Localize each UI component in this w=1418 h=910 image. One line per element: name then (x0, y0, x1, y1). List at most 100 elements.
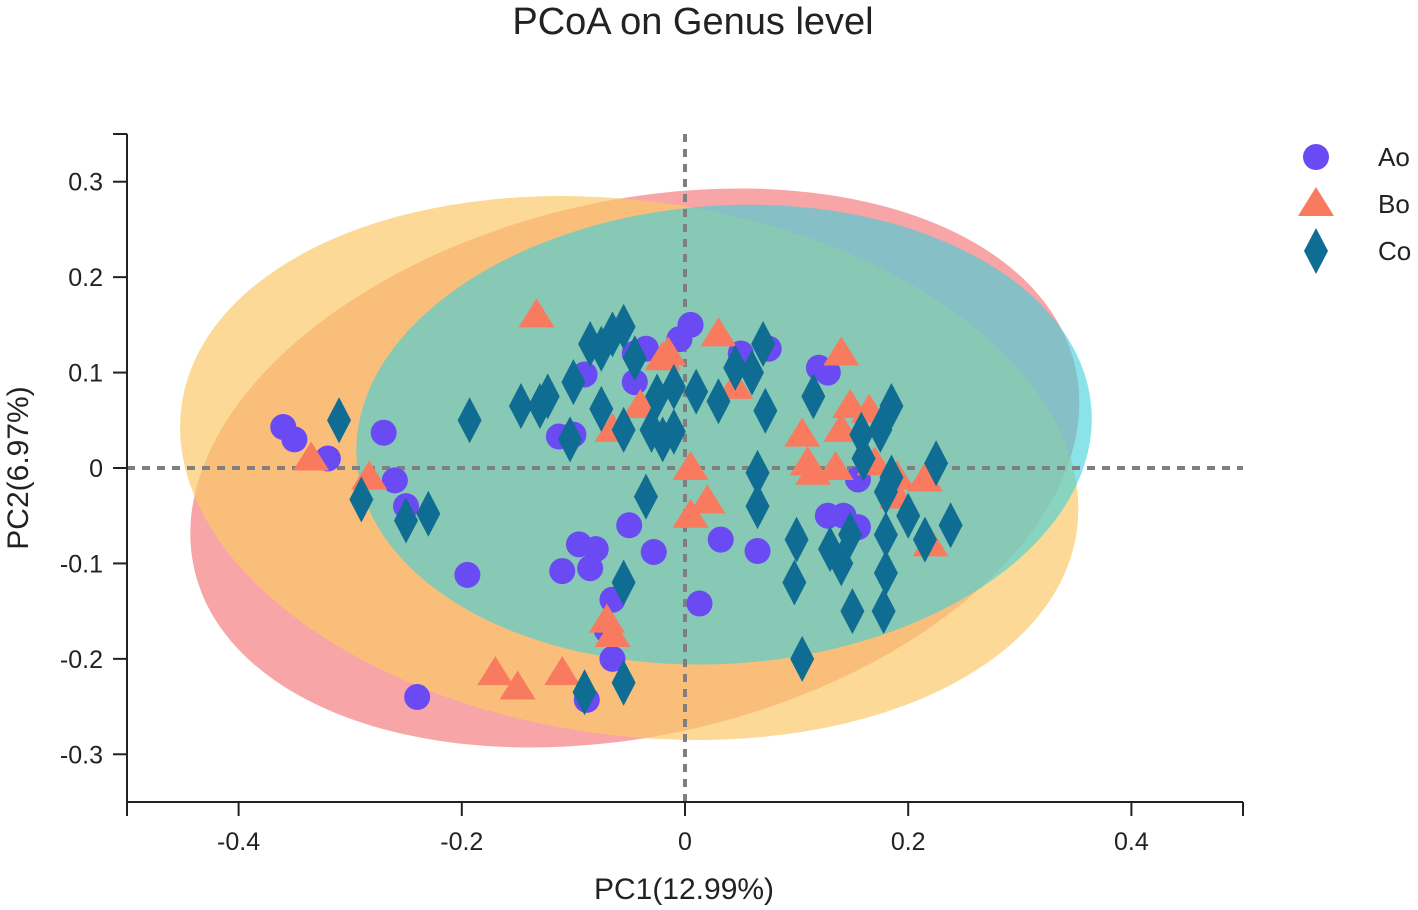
point-ao (454, 561, 481, 588)
x-axis-label: PC1(12.99%) (594, 873, 774, 906)
point-co (840, 588, 865, 635)
legend-item-bo: Bo (1298, 187, 1410, 219)
data-points (270, 298, 963, 716)
legend-marker-bo (1298, 187, 1334, 216)
series-ao (270, 311, 871, 713)
point-co (739, 349, 764, 396)
point-ao (549, 558, 576, 585)
point-bo (672, 451, 709, 480)
point-co (851, 435, 876, 482)
point-bo (823, 336, 860, 366)
point-bo (293, 441, 330, 471)
point-co (723, 344, 748, 391)
point-co (790, 635, 815, 682)
point-co (611, 659, 636, 706)
point-co (782, 559, 807, 606)
y-tick-label: -0.2 (60, 646, 103, 674)
point-ao (640, 538, 667, 565)
point-co (879, 382, 904, 429)
point-co (611, 406, 636, 453)
y-axis-label: PC2(6.97%) (2, 386, 35, 549)
point-co (416, 490, 441, 537)
point-ao (707, 526, 734, 553)
point-co (784, 516, 809, 563)
point-co (924, 440, 949, 487)
point-bo (622, 388, 659, 418)
point-bo (689, 484, 726, 514)
point-ao (616, 512, 643, 539)
point-co (879, 454, 904, 501)
legend-item-co: Co (1304, 228, 1411, 274)
point-co (349, 476, 374, 523)
legend-item-ao: Ao (1303, 142, 1410, 172)
y-tick-label: -0.1 (60, 550, 103, 578)
point-co (611, 303, 636, 350)
point-bo (499, 670, 536, 700)
y-tick-label: -0.3 (60, 741, 103, 769)
point-co (912, 516, 937, 563)
point-ao (381, 467, 408, 494)
point-co (896, 492, 921, 539)
point-co (751, 320, 776, 367)
point-co (938, 502, 963, 549)
y-tick-label: 0 (89, 455, 103, 483)
point-ao (599, 645, 626, 672)
x-tick-label: 0.4 (1114, 828, 1149, 856)
point-ao (621, 369, 648, 396)
y-tick-label: 0.3 (68, 169, 103, 197)
point-co (801, 373, 826, 420)
x-tick-label: -0.4 (217, 828, 260, 856)
point-ao (686, 590, 713, 617)
point-co (561, 359, 586, 406)
point-co (661, 363, 686, 410)
point-co (753, 387, 778, 434)
point-bo (477, 656, 514, 686)
point-bo (518, 298, 555, 328)
point-ao (404, 684, 431, 711)
legend-label-ao: Ao (1378, 142, 1410, 172)
point-co (457, 397, 482, 444)
point-bo (784, 417, 821, 447)
point-bo (594, 618, 631, 647)
point-ao (582, 536, 609, 563)
x-tick-label: -0.2 (440, 828, 483, 856)
y-tick-label: 0.2 (68, 264, 103, 292)
point-co (633, 473, 658, 520)
point-ao (814, 359, 841, 386)
chart-title: PCoA on Genus level (512, 1, 873, 43)
point-bo (700, 317, 737, 347)
point-co (871, 588, 896, 635)
point-co (745, 483, 770, 530)
point-bo (650, 336, 687, 366)
point-co (327, 397, 352, 444)
legend: Ao Bo Co (1298, 142, 1411, 274)
point-co (394, 497, 418, 544)
legend-marker-ao (1303, 144, 1329, 170)
point-bo (906, 462, 943, 492)
point-co (527, 382, 552, 429)
series-co (327, 303, 963, 716)
y-tick-label: 0.1 (68, 360, 103, 388)
point-co (622, 335, 647, 382)
point-bo (544, 656, 581, 686)
point-co (589, 385, 614, 432)
legend-marker-co (1304, 228, 1328, 274)
x-tick-label: 0 (678, 828, 692, 856)
point-co (661, 408, 686, 455)
point-bo (817, 451, 854, 480)
point-co (873, 549, 898, 596)
legend-label-bo: Bo (1378, 189, 1410, 219)
x-tick-label: 0.2 (891, 828, 926, 856)
point-co (611, 559, 636, 606)
point-co (838, 511, 863, 558)
point-co (706, 378, 731, 425)
point-ao (281, 426, 308, 453)
legend-label-co: Co (1378, 236, 1411, 266)
point-ao (744, 538, 771, 565)
point-bo (672, 498, 709, 528)
point-co (508, 382, 533, 429)
point-co (558, 416, 583, 463)
point-co (684, 368, 709, 415)
axes: -0.4 -0.2 0 0.2 0.4 0.3 0.2 0.1 0 -0.1 -0.2 -0.3 (60, 133, 1244, 856)
